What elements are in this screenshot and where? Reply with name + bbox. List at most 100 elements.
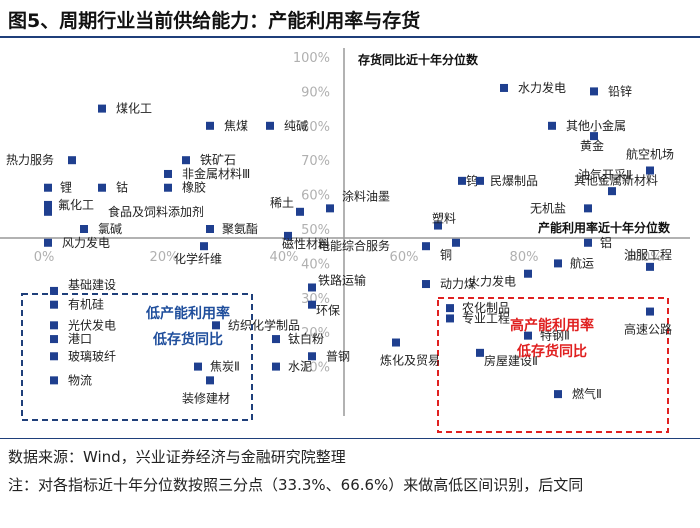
data-point-marker: [308, 352, 316, 361]
data-point-label: 电能综合服务: [318, 238, 390, 253]
y-tick-label: 80%: [301, 120, 330, 135]
data-point-label: 食品及饲料添加剂: [108, 204, 204, 219]
data-point-label: 房屋建设Ⅱ: [484, 353, 538, 368]
y-tick-label: 90%: [301, 85, 330, 100]
data-point-marker: [458, 176, 466, 185]
data-point-marker: [308, 283, 316, 292]
data-point-label: 油气开采Ⅱ: [578, 167, 632, 182]
chart-title: 图5、周期行业当前供给能力：产能利用率与存货: [8, 10, 421, 32]
low-capacity-low-inventory-box: [21, 293, 253, 421]
data-point-marker: [212, 321, 220, 330]
y-tick-label: 10%: [301, 361, 330, 376]
data-point-label: 基础建设: [68, 278, 116, 292]
data-point-label: 专业工程: [462, 310, 510, 325]
data-point-marker: [446, 304, 454, 313]
data-point-marker: [194, 362, 202, 371]
data-point-label: 磁性材料: [282, 236, 330, 251]
title-divider: [0, 36, 700, 38]
data-point-label: 港口: [68, 332, 92, 346]
data-point-label: 特钢Ⅱ: [540, 328, 570, 343]
data-point-marker: [554, 390, 562, 399]
data-point-marker: [584, 238, 592, 247]
data-point-marker: [164, 169, 172, 178]
data-point-label: 化学纤维: [174, 251, 222, 266]
data-point-label: 动力煤: [440, 277, 476, 291]
data-point-label: 氟化工: [58, 198, 94, 212]
data-point-label: 纯碱: [284, 119, 308, 133]
y-tick-label: 60%: [301, 189, 330, 204]
data-point-label: 环保: [316, 304, 340, 318]
low-box-annotation: 低存货同比: [152, 331, 223, 348]
data-point-label: 钨: [466, 173, 478, 188]
data-point-label: 铁矿石: [200, 153, 236, 167]
data-point-label: 炼化及贸易: [380, 353, 440, 368]
data-point-marker: [590, 87, 598, 96]
data-point-marker: [476, 348, 484, 357]
data-point-marker: [646, 307, 654, 316]
data-point-marker: [452, 238, 460, 247]
data-point-marker: [524, 269, 532, 278]
data-point-label: 铝: [600, 235, 612, 250]
x-tick-label: 60%: [390, 250, 419, 265]
data-point-marker: [44, 183, 52, 192]
data-point-marker: [284, 231, 292, 240]
data-point-label: 光伏发电: [68, 317, 116, 332]
source-text: 数据来源：Wind，兴业证券经济与金融研究院整理: [8, 448, 346, 466]
y-tick-label: 40%: [301, 257, 330, 272]
data-point-label: 铅锌: [608, 84, 632, 98]
data-point-marker: [50, 300, 58, 309]
data-point-label: 焦煤: [224, 119, 248, 133]
data-point-label: 氯碱: [98, 222, 122, 236]
data-point-label: 热力服务: [6, 152, 54, 167]
data-point-label: 民爆制品: [490, 174, 538, 188]
x-tick-label: 20%: [150, 250, 179, 265]
data-point-label: 钴: [116, 180, 128, 195]
data-point-marker: [554, 259, 562, 268]
data-point-label: 焦炭Ⅱ: [210, 360, 240, 374]
data-point-label: 稀土: [270, 196, 294, 210]
data-point-label: 纺织化学制品: [228, 317, 300, 332]
data-point-marker: [182, 156, 190, 165]
data-point-label: 装修建材: [182, 390, 230, 405]
data-point-marker: [326, 204, 334, 213]
data-point-marker: [584, 204, 592, 213]
data-point-marker: [296, 207, 304, 216]
data-point-label: 物流: [68, 373, 92, 387]
data-point-label: 航运: [570, 255, 594, 270]
y-tick-label: 100%: [293, 51, 330, 66]
note-text: 注：对各指标近十年分位数按照三分点（33.3%、66.6%）来做高低区间识别，后…: [8, 476, 584, 494]
data-point-marker: [200, 242, 208, 251]
data-point-label: 非金属材料Ⅲ: [182, 166, 250, 181]
data-point-marker: [206, 121, 214, 130]
data-point-label: 水力发电: [518, 80, 566, 95]
data-point-marker: [98, 104, 106, 113]
data-point-marker: [434, 221, 442, 230]
data-point-marker: [50, 286, 58, 295]
data-point-label: 铜: [440, 247, 452, 262]
data-point-marker: [500, 83, 508, 92]
high-capacity-low-inventory-box: [437, 297, 669, 433]
data-point-marker: [68, 156, 76, 165]
data-point-marker: [50, 321, 58, 330]
data-point-marker: [44, 207, 52, 216]
data-point-label: 有机硅: [68, 298, 104, 312]
footer-divider: [0, 438, 700, 439]
data-point-marker: [548, 121, 556, 130]
data-point-label: 黄金: [580, 138, 604, 153]
data-point-marker: [98, 183, 106, 192]
data-point-marker: [206, 376, 214, 385]
data-point-marker: [266, 121, 274, 130]
data-point-marker: [392, 338, 400, 347]
data-point-marker: [44, 238, 52, 247]
x-tick-label: 0%: [34, 250, 55, 265]
data-point-marker: [80, 225, 88, 233]
data-point-marker: [164, 183, 172, 192]
scatter-chart: 10%20%30%40%50%60%70%80%90%100%0% 20% 40% 6…: [0, 48, 690, 433]
data-point-label: 铁路运输: [318, 272, 366, 287]
data-point-label: 无机盐: [530, 201, 566, 215]
x-tick-label: 100%: [625, 250, 662, 265]
low-box-annotation: 低产能利用率: [145, 305, 230, 322]
data-point-marker: [422, 242, 430, 251]
data-point-marker: [272, 335, 280, 344]
high-box-annotation: 高产能利用率: [510, 317, 594, 334]
